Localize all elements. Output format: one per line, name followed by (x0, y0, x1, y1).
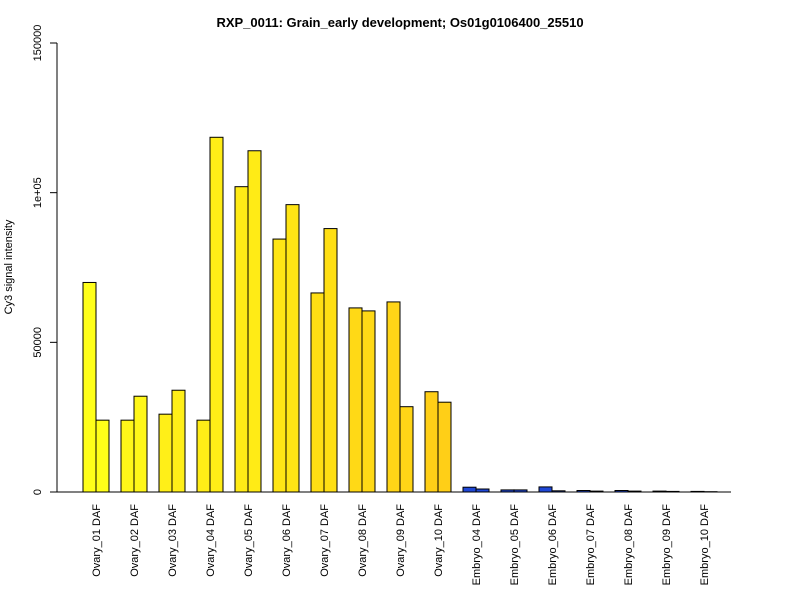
bar (272, 238, 287, 493)
bar (538, 486, 553, 493)
bar (247, 150, 262, 493)
y-tick-label: 1e+05 (32, 177, 44, 208)
chart-title: RXP_0011: Grain_early development; Os01g… (216, 15, 583, 30)
bars (82, 136, 718, 493)
bar (285, 204, 300, 493)
bar (361, 310, 376, 493)
x-tick-label: Ovary_05 DAF (243, 504, 255, 577)
y-axis: 0 50000 1e+05 150000 (32, 25, 58, 495)
x-axis: Ovary_01 DAF Ovary_02 DAF Ovary_03 DAF Ovar… (57, 491, 731, 586)
x-tick-label: Embryo_09 DAF (661, 504, 673, 586)
bar (196, 419, 211, 493)
x-tick-label: Ovary_08 DAF (357, 504, 369, 577)
bar (133, 395, 148, 493)
bar (462, 486, 477, 493)
x-tick-label: Ovary_02 DAF (129, 504, 141, 577)
bar (437, 401, 452, 493)
bar (348, 307, 363, 493)
y-tick-label: 150000 (32, 25, 44, 62)
x-tick-label: Embryo_10 DAF (699, 504, 711, 586)
bar (424, 391, 439, 493)
x-tick-label: Embryo_04 DAF (471, 504, 483, 586)
bar (120, 419, 135, 493)
x-tick-label: Ovary_04 DAF (205, 504, 217, 577)
bar (171, 389, 186, 493)
bar (310, 292, 325, 493)
x-tick-label: Embryo_06 DAF (547, 504, 559, 586)
x-tick-label: Ovary_03 DAF (167, 504, 179, 577)
y-tick-label: 0 (32, 489, 44, 495)
bar (82, 281, 97, 493)
bar (323, 228, 338, 493)
bar (234, 186, 249, 493)
x-tick-label: Embryo_05 DAF (509, 504, 521, 586)
bar (386, 301, 401, 493)
y-tick-label: 50000 (32, 327, 44, 358)
y-axis-label: Cy3 signal intensity (3, 219, 15, 314)
bar (399, 406, 414, 493)
x-tick-label: Ovary_10 DAF (433, 504, 445, 577)
bar (209, 136, 224, 493)
bar (95, 419, 110, 493)
x-tick-label: Ovary_07 DAF (319, 504, 331, 577)
x-tick-label: Embryo_07 DAF (585, 504, 597, 586)
bar (158, 413, 173, 493)
x-tick-label: Ovary_09 DAF (395, 504, 407, 577)
x-tick-label: Ovary_06 DAF (281, 504, 293, 577)
x-tick-label: Embryo_08 DAF (623, 504, 635, 586)
x-tick-label: Ovary_01 DAF (91, 504, 103, 577)
